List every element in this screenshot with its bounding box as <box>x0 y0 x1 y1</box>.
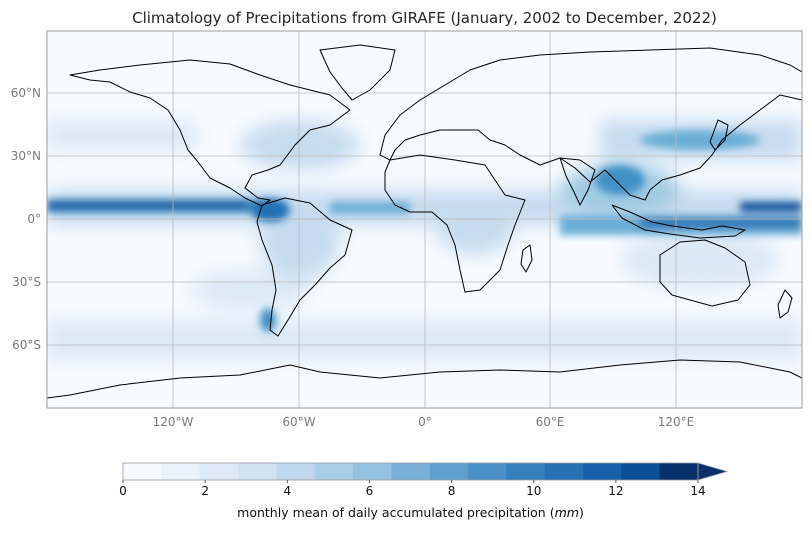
colorbar-cell <box>238 463 277 480</box>
colorbar-cell <box>506 463 546 480</box>
colorbar-cell <box>161 463 201 480</box>
coast-indonesia <box>611 204 746 239</box>
colorbar-cell <box>621 463 661 480</box>
colorbar-tick-label: 0 <box>119 484 127 498</box>
colorbar-tick-label: 10 <box>526 484 541 498</box>
coast-india <box>559 157 596 206</box>
coast-greenland <box>319 44 396 101</box>
precip-core-bands <box>47 130 802 332</box>
colorbar-cell <box>276 463 316 480</box>
colorbar-cell <box>199 463 239 480</box>
map-panel <box>47 31 802 408</box>
coast-japan <box>709 119 729 151</box>
coast-australia <box>659 239 751 307</box>
colorbar-label-suffix: ) <box>578 505 584 520</box>
colorbar-cell <box>468 463 507 480</box>
lon-tick-label: 60°W <box>282 415 315 429</box>
colorbar-cell <box>123 463 162 480</box>
lat-tick-label: 30°S <box>12 275 41 289</box>
coast-south-america <box>256 197 353 337</box>
colorbar-tick-label: 8 <box>448 484 456 498</box>
colorbar-tick-label: 14 <box>690 484 705 498</box>
colorbar-cells <box>123 463 699 480</box>
colorbar-tick-label: 12 <box>608 484 623 498</box>
lat-tick-label: 60°S <box>12 338 41 352</box>
lat-tick-label: 0° <box>27 212 41 226</box>
colorbar-cell <box>659 463 699 480</box>
lon-tick-label: 120°W <box>153 415 194 429</box>
colorbar-tick-label: 2 <box>201 484 209 498</box>
colorbar-extend-arrow <box>697 462 729 481</box>
colorbar: 0 2 4 6 8 10 12 14 <box>119 462 729 498</box>
coast-africa <box>384 154 526 293</box>
colorbar-tick-label: 4 <box>283 484 291 498</box>
colorbar-cell <box>544 463 584 480</box>
colorbar-cell <box>314 463 354 480</box>
colorbar-label-prefix: monthly mean of daily accumulated precip… <box>237 505 555 520</box>
colorbar-label: monthly mean of daily accumulated precip… <box>122 505 699 520</box>
lon-tick-label: 60°E <box>536 415 565 429</box>
lat-tick-label: 60°N <box>11 86 41 100</box>
colorbar-label-unit: mm <box>554 505 579 520</box>
lat-tick-label: 30°N <box>11 149 41 163</box>
lon-tick-label: 120°E <box>658 415 695 429</box>
lon-tick-label: 0° <box>418 415 432 429</box>
coast-madagascar <box>520 244 533 273</box>
lon-tick-labels: 120°W 60°W 0° 60°E 120°E <box>153 415 695 429</box>
colorbar-frame <box>122 462 699 481</box>
coast-eurasia <box>379 47 802 201</box>
chart-title: Climatology of Precipitations from GIRAF… <box>132 9 717 27</box>
colorbar-tick-label: 6 <box>366 484 374 498</box>
colorbar-cell <box>353 463 392 480</box>
coast-north-america <box>69 59 351 207</box>
colorbar-cell <box>429 463 469 480</box>
coast-new-zealand <box>777 289 793 319</box>
lat-tick-labels: 60°N 30°N 0° 30°S 60°S <box>11 86 41 352</box>
coast-antarctica <box>47 359 802 408</box>
coastlines <box>47 44 802 408</box>
colorbar-cell <box>391 463 431 480</box>
map-frame <box>46 30 803 409</box>
colorbar-cell <box>583 463 622 480</box>
colorbar-ticks: 0 2 4 6 8 10 12 14 <box>119 480 706 498</box>
